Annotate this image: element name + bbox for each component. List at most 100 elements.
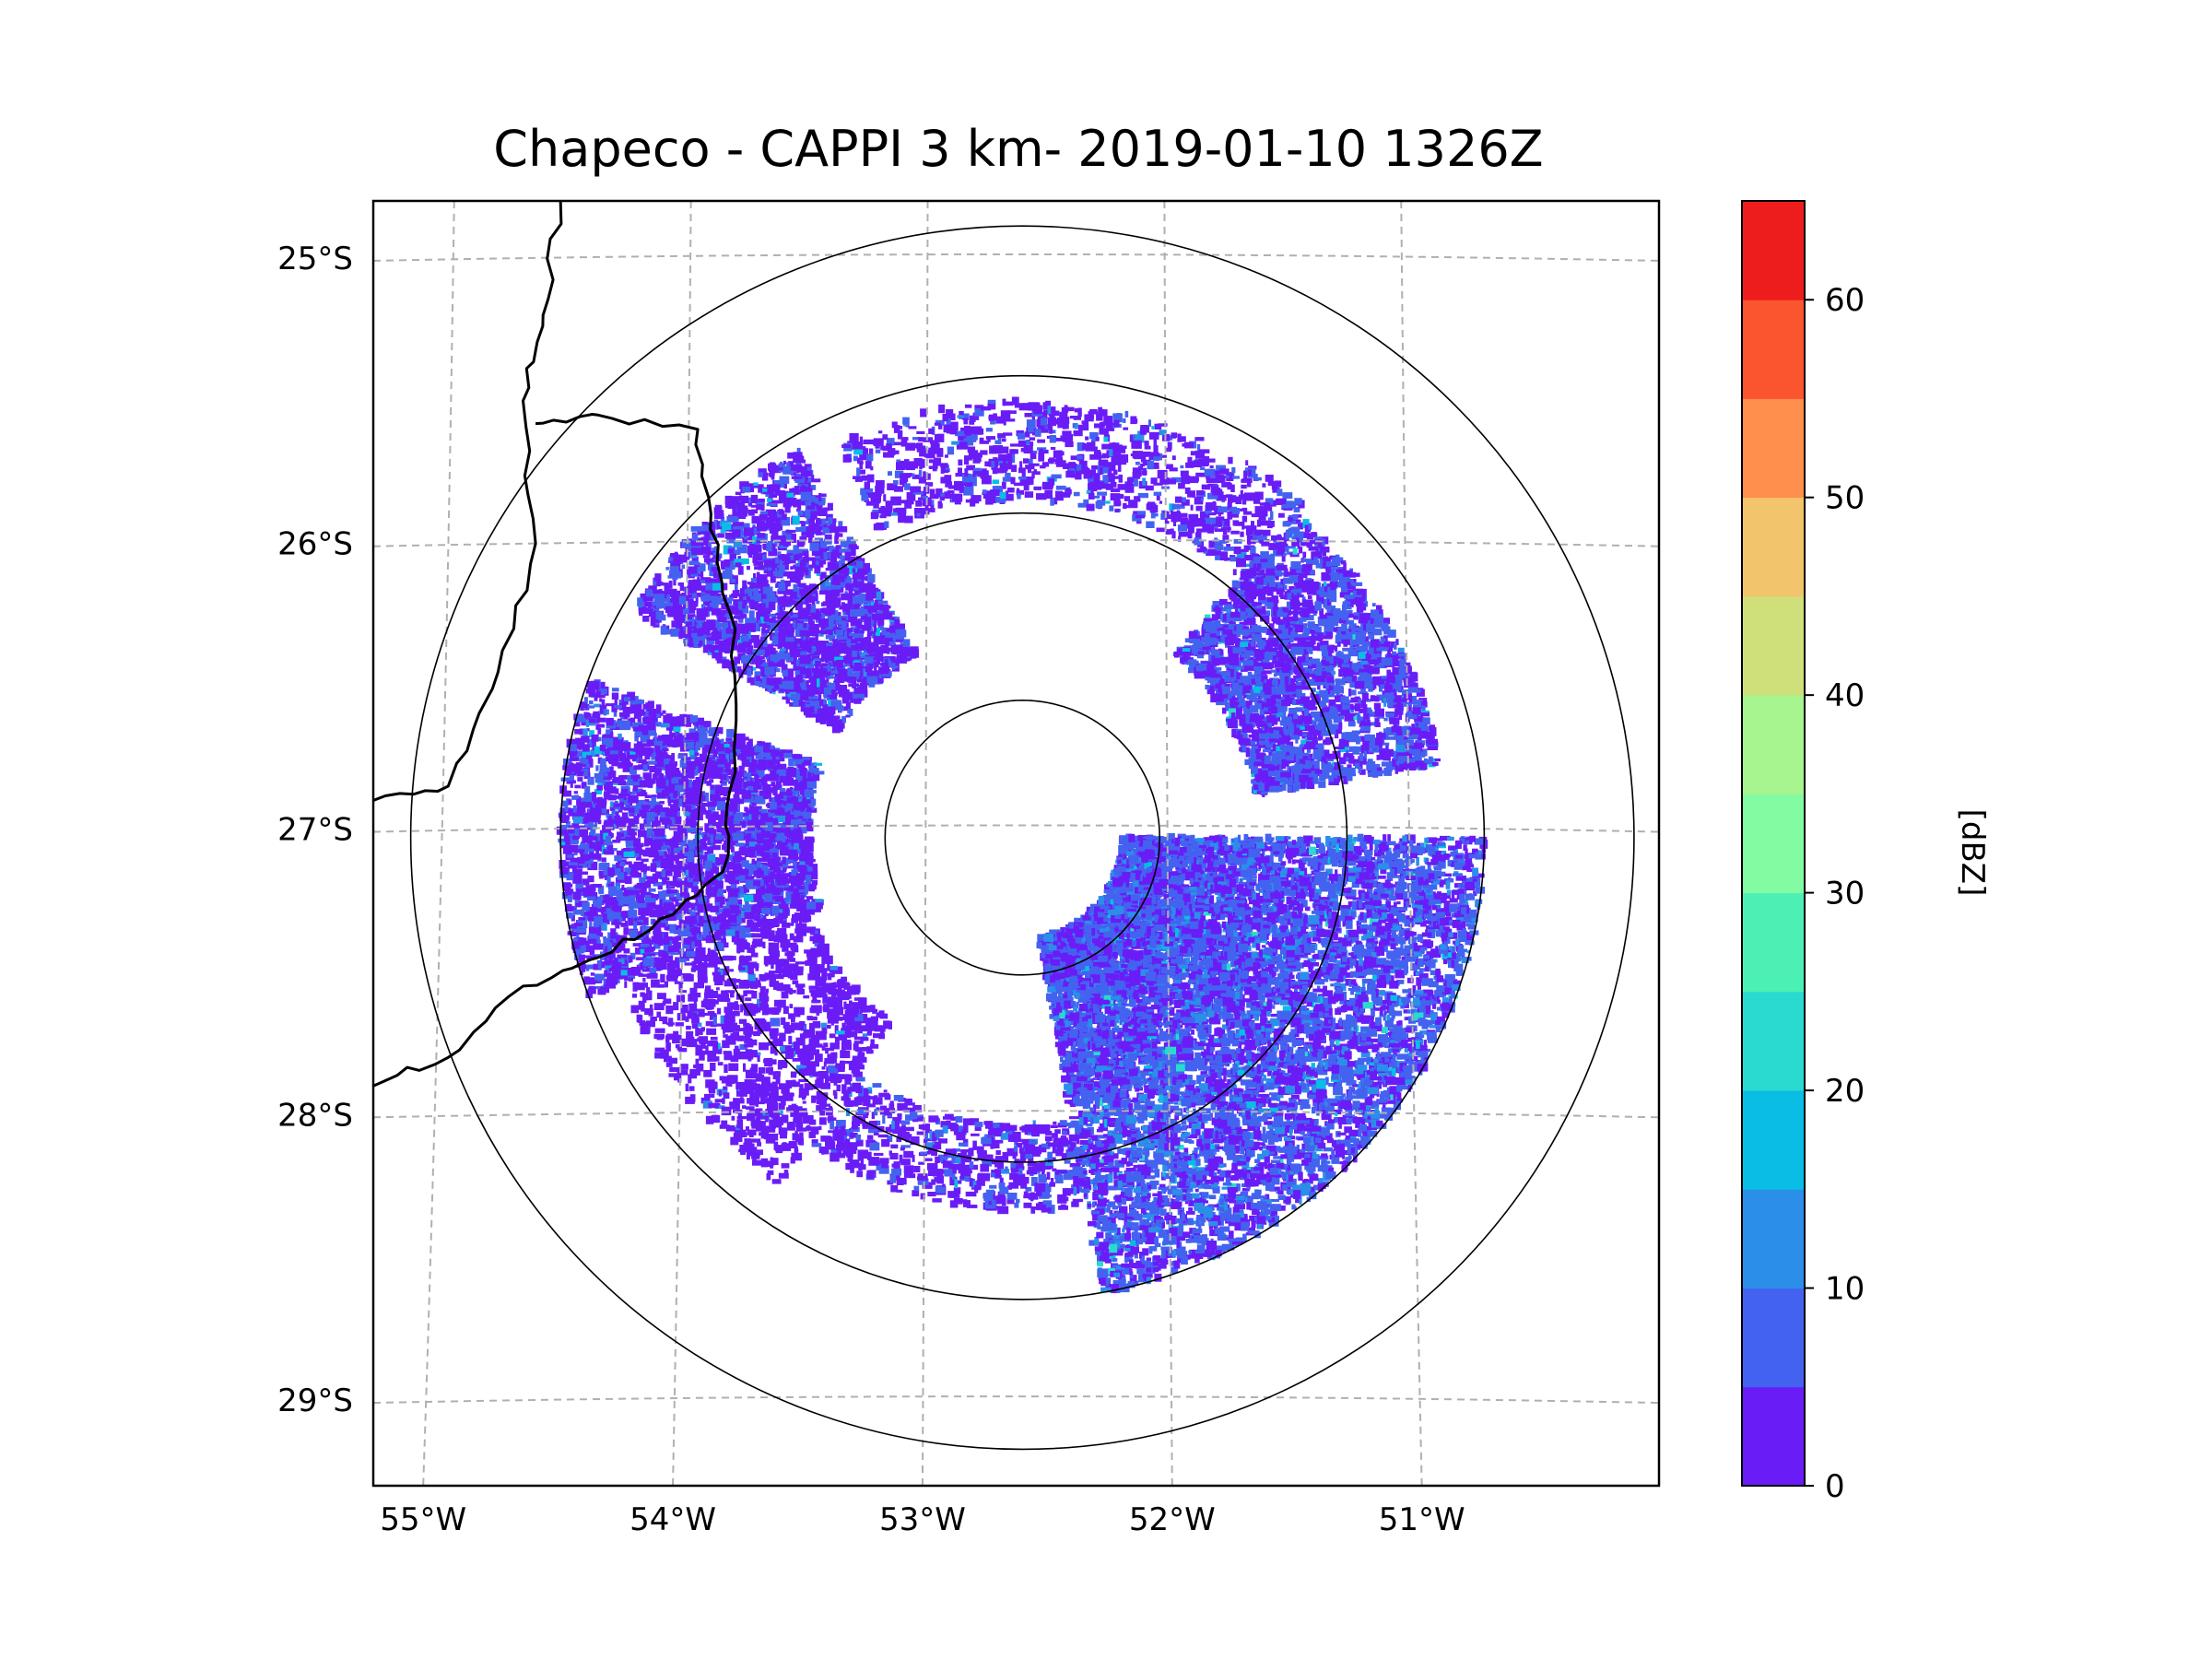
- echo-cell: [588, 980, 599, 983]
- echo-cell: [780, 852, 791, 856]
- echo-cell: [653, 923, 663, 926]
- echo-cell: [703, 923, 714, 932]
- echo-cell: [594, 789, 603, 794]
- echo-cell: [598, 798, 607, 804]
- echo-cell: [574, 828, 580, 836]
- echo-cell: [850, 585, 859, 591]
- echo-cell: [761, 865, 769, 871]
- echo-cell: [777, 551, 782, 556]
- echo-cell: [587, 687, 595, 694]
- echo-cell: [789, 470, 794, 475]
- echo-cell: [707, 754, 716, 758]
- echo-cell: [769, 494, 777, 498]
- echo-cell: [561, 791, 567, 797]
- echo-cell: [723, 594, 727, 598]
- echo-cell: [651, 821, 659, 828]
- echo-cell: [822, 601, 829, 606]
- echo-cell: [688, 923, 694, 928]
- echo-cell: [659, 811, 667, 821]
- echo-cell: [695, 757, 703, 766]
- echo-cell: [689, 902, 699, 906]
- echo-cell: [703, 721, 712, 727]
- echo-cell: [806, 662, 817, 667]
- echo-cell: [739, 595, 750, 604]
- echo-cell: [759, 808, 768, 818]
- echo-cell: [635, 894, 645, 903]
- echo-cell: [574, 951, 582, 960]
- echo-cell: [747, 677, 755, 683]
- echo-cell: [577, 865, 583, 869]
- echo-cell: [762, 852, 770, 861]
- echo-cell: [693, 628, 700, 637]
- echo-cell: [735, 740, 746, 749]
- echo-cell: [784, 506, 791, 513]
- echo-cell: [852, 650, 858, 657]
- echo-cell: [753, 544, 758, 551]
- echo-cell: [599, 704, 607, 714]
- echo-cell: [803, 818, 814, 824]
- echo-cell: [568, 826, 577, 834]
- echo-cell: [633, 889, 641, 895]
- echo-cell: [821, 571, 827, 579]
- echo-cell: [744, 736, 749, 741]
- echo-cell: [653, 930, 662, 939]
- echo-cell: [564, 804, 569, 812]
- echo-cell: [724, 495, 733, 505]
- echo-cell: [632, 841, 638, 848]
- echo-cell: [738, 770, 742, 777]
- echo-cell: [604, 958, 611, 966]
- echo-cell: [688, 749, 695, 756]
- echo-cell: [620, 970, 628, 976]
- echo-cell: [762, 488, 768, 492]
- echo-cell: [746, 888, 749, 893]
- echo-cell: [710, 834, 713, 843]
- echo-cell: [747, 639, 752, 645]
- echo-cell: [623, 749, 632, 753]
- echo-cell: [700, 877, 709, 881]
- echo-cell: [700, 636, 706, 645]
- echo-cell: [627, 775, 636, 783]
- echo-cell: [675, 899, 679, 907]
- echo-cell: [786, 791, 793, 796]
- echo-cell: [618, 959, 625, 965]
- echo-cell: [741, 635, 749, 642]
- echo-cell: [562, 765, 573, 771]
- echo-cell: [592, 741, 595, 750]
- echo-cell: [614, 705, 622, 709]
- echo-cell: [679, 721, 686, 727]
- echo-cell: [677, 582, 684, 586]
- echo-cell: [785, 534, 796, 542]
- echo-cell: [733, 832, 744, 841]
- echo-cell: [855, 673, 866, 677]
- echo-cell: [571, 794, 577, 800]
- echo-cell: [747, 919, 753, 925]
- echo-cell: [607, 943, 613, 953]
- echo-cell: [776, 581, 782, 584]
- echo-cell: [596, 932, 604, 937]
- echo-cell: [603, 894, 610, 904]
- echo-cell: [610, 935, 617, 939]
- echo-cell: [808, 644, 816, 649]
- echo-cell: [674, 559, 681, 565]
- echo-cell: [684, 617, 695, 624]
- echo-cell: [559, 860, 566, 869]
- echo-cell: [789, 875, 793, 881]
- echo-cell: [785, 891, 794, 900]
- echo-cell: [710, 808, 713, 817]
- echo-cell: [818, 493, 827, 498]
- echo-cell: [813, 771, 825, 775]
- echo-cell: [571, 763, 582, 772]
- echo-cell: [662, 877, 665, 882]
- echo-cell: [754, 671, 761, 677]
- echo-cell: [637, 717, 641, 723]
- echo-cell: [710, 628, 717, 631]
- echo-cell: [714, 817, 722, 820]
- echo-cell: [641, 864, 647, 873]
- echo-cell: [720, 528, 726, 534]
- echo-cell: [782, 907, 790, 916]
- echo-cell: [850, 608, 861, 617]
- echo-cell: [594, 716, 600, 724]
- echo-cell: [695, 777, 701, 786]
- echo-cell: [614, 855, 622, 862]
- echo-cell: [800, 894, 805, 901]
